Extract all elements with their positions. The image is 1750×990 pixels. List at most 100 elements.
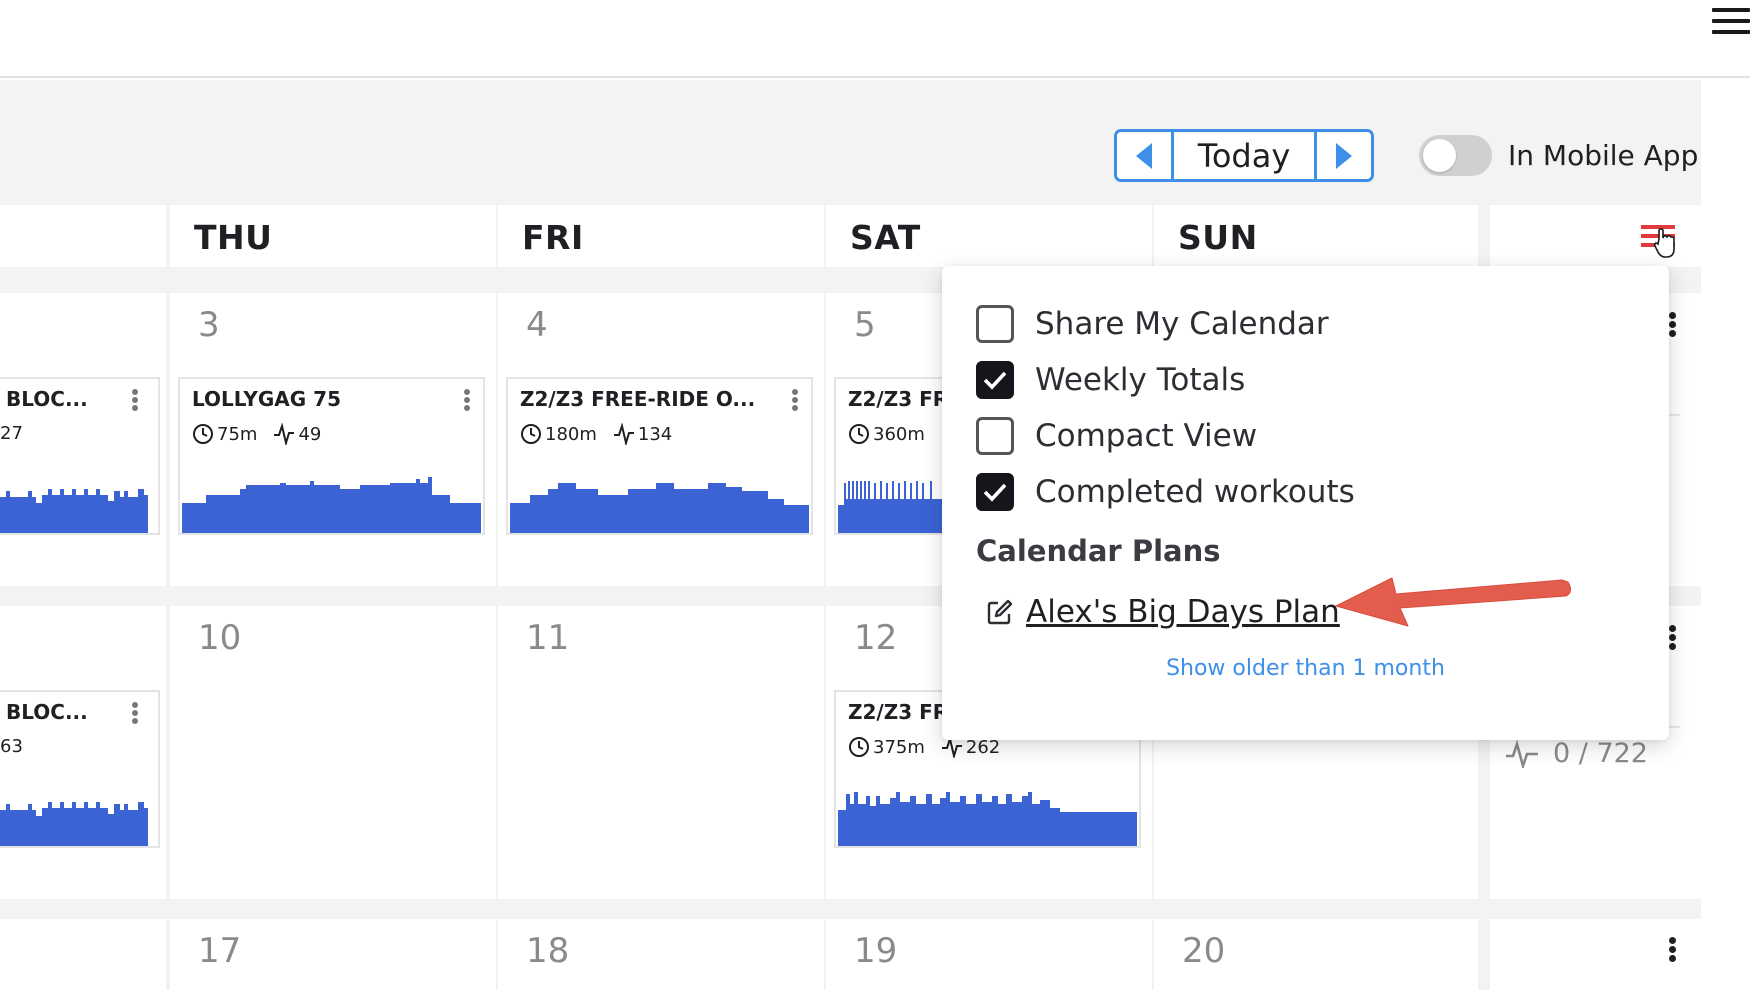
weekly-tss-summary: 0 / 722 (1505, 738, 1648, 769)
date-number: 5 (854, 305, 876, 345)
option-label: Weekly Totals (1035, 362, 1246, 398)
date-number: 4 (526, 305, 548, 345)
workout-power-graph (182, 477, 481, 533)
header-sun: SUN (1154, 205, 1478, 267)
workout-title: BLOC... (6, 387, 88, 411)
date-number: 19 (854, 931, 898, 971)
caret-right-icon (1336, 142, 1352, 169)
workout-stat: 27 (0, 423, 23, 444)
workout-stats: 180m 134 (520, 423, 672, 445)
workout-menu-icon[interactable] (132, 389, 138, 411)
workout-stats: 360m (848, 423, 925, 445)
option-label: Share My Calendar (1035, 306, 1329, 342)
calendar-cell[interactable]: 19 (826, 919, 1152, 990)
workout-tss: 49 (298, 423, 322, 445)
day-label: SUN (1178, 218, 1258, 257)
calendar-cell[interactable]: 18 (498, 919, 824, 990)
checkmark-icon (983, 371, 1007, 390)
completed-workouts-checkbox[interactable] (976, 473, 1014, 511)
toggle-knob (1423, 139, 1456, 172)
show-older-link[interactable]: Show older than 1 month (1166, 656, 1445, 681)
calendar-settings-icon[interactable] (1640, 223, 1680, 259)
week-summary-menu-icon[interactable] (1669, 937, 1677, 963)
header-sat: SAT (826, 205, 1152, 267)
clock-icon (193, 424, 213, 444)
workout-power-graph (838, 792, 1137, 846)
day-label: SAT (850, 218, 921, 257)
weekly-tss-value: 0 / 722 (1553, 738, 1648, 769)
week-summary-menu-icon[interactable] (1669, 312, 1677, 338)
workout-card[interactable]: BLOC... 27 (0, 377, 160, 535)
clock-icon (849, 737, 869, 757)
calendar-settings-popup: Share My Calendar Weekly Totals Compact … (942, 266, 1669, 740)
checkmark-icon (983, 483, 1007, 502)
weekly-totals-checkbox[interactable] (976, 361, 1014, 399)
clock-icon (849, 424, 869, 444)
workout-power-graph (838, 481, 972, 533)
workout-duration: 75m (217, 423, 258, 445)
option-compact-view[interactable]: Compact View (976, 416, 1257, 456)
date-number: 17 (198, 931, 242, 971)
workout-duration: 375m (873, 736, 925, 758)
date-number: 11 (526, 618, 570, 658)
day-label: FRI (522, 218, 584, 257)
activity-icon (613, 423, 634, 445)
option-completed-workouts[interactable]: Completed workouts (976, 472, 1355, 512)
mobile-app-toggle-label: In Mobile App (1508, 139, 1699, 172)
workout-stats: 27 (0, 423, 23, 444)
next-week-button[interactable] (1314, 132, 1371, 179)
date-number: 3 (198, 305, 220, 345)
mobile-app-toggle[interactable] (1419, 135, 1492, 176)
workout-card[interactable]: BLOC... 63 (0, 690, 160, 848)
workout-menu-icon[interactable] (464, 389, 470, 411)
workout-title: Z2/Z3 FR (848, 387, 949, 411)
share-calendar-checkbox[interactable] (976, 305, 1014, 343)
workout-card[interactable]: LOLLYGAG 75 75m 49 (178, 377, 485, 535)
workout-tss: 134 (637, 423, 673, 445)
workout-menu-icon[interactable] (792, 389, 798, 411)
calendar-cell[interactable]: 11 (498, 606, 824, 899)
header-thu: THU (170, 205, 496, 267)
workout-menu-icon[interactable] (132, 702, 138, 724)
activity-icon (1506, 739, 1538, 768)
workout-duration: 360m (873, 423, 925, 445)
right-gutter (1701, 80, 1750, 990)
hamburger-menu-icon[interactable] (1712, 6, 1750, 36)
compact-view-checkbox[interactable] (976, 417, 1014, 455)
previous-week-button[interactable] (1117, 132, 1174, 179)
date-number: 20 (1182, 931, 1226, 971)
option-label: Compact View (1035, 418, 1258, 454)
workout-power-graph (510, 483, 809, 533)
workout-stats: 75m 49 (192, 423, 321, 445)
workout-power-graph (0, 802, 148, 846)
activity-icon (941, 736, 962, 758)
calendar-cell[interactable]: 17 (170, 919, 496, 990)
workout-card[interactable]: Z2/Z3 FREE-RIDE O... 180m 134 (506, 377, 813, 535)
workout-power-graph (0, 489, 148, 533)
caret-left-icon (1136, 142, 1152, 169)
week-summary-cell (1490, 919, 1701, 990)
date-number: 18 (526, 931, 570, 971)
calendar-cell[interactable]: 10 (170, 606, 496, 899)
calendar-cell[interactable] (0, 919, 166, 990)
clock-icon (521, 424, 541, 444)
plan-link[interactable]: Alex's Big Days Plan (986, 594, 1340, 630)
plan-name: Alex's Big Days Plan (1026, 594, 1340, 630)
day-label: THU (194, 218, 273, 257)
workout-stat: 63 (0, 736, 23, 757)
workout-title: Z2/Z3 FR (848, 700, 949, 724)
header-cell-partial (0, 205, 166, 267)
date-number: 12 (854, 618, 898, 658)
workout-title: BLOC... (6, 700, 88, 724)
edit-icon[interactable] (986, 598, 1014, 626)
option-weekly-totals[interactable]: Weekly Totals (976, 360, 1245, 400)
top-bar (0, 0, 1750, 78)
annotation-arrow (1335, 577, 1572, 627)
activity-icon (274, 423, 295, 445)
workout-tss: 262 (965, 736, 1001, 758)
date-navigation: Today (1114, 129, 1374, 182)
today-button[interactable]: Today (1197, 136, 1291, 175)
option-share-my-calendar[interactable]: Share My Calendar (976, 304, 1329, 344)
week-summary-menu-icon[interactable] (1669, 625, 1677, 651)
calendar-cell[interactable]: 20 (1154, 919, 1478, 990)
